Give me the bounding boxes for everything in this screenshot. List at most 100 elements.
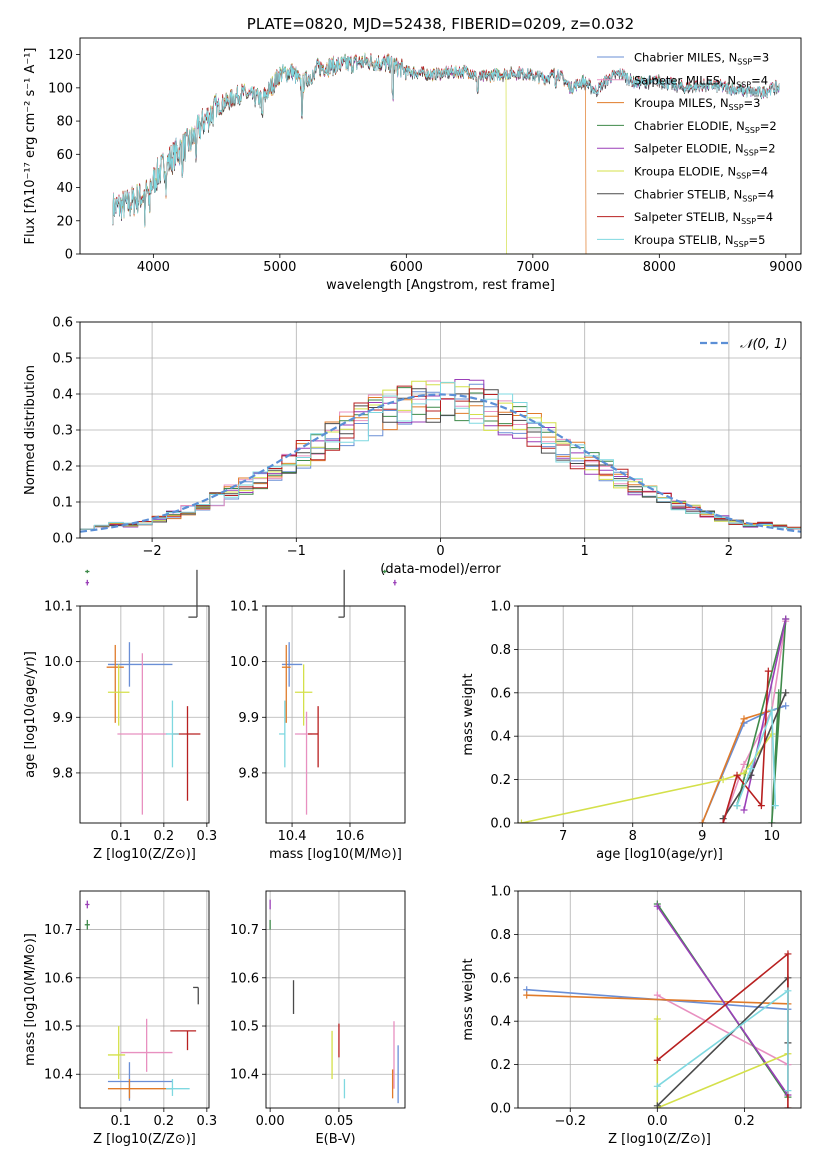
error-bar-point [188, 569, 198, 618]
legend-entry: Chabrier MILES, NSSP=3 [634, 51, 769, 67]
y-tick-label: 0.8 [490, 928, 511, 943]
weight-vs-z-frame [517, 890, 802, 1109]
x-tick-label: 0.2 [734, 1114, 755, 1129]
weight-marker [784, 950, 792, 958]
gaussian-curve [80, 393, 801, 533]
y-tick-label: 120 [48, 48, 73, 63]
weight-marker [784, 1087, 792, 1095]
error-bar-point [294, 664, 313, 726]
x-tick-label: 1 [581, 544, 589, 559]
error-bar-point [107, 1062, 173, 1101]
x-tick-label: −0.2 [554, 1114, 586, 1129]
weight-line [526, 994, 788, 1005]
error-bar-point [281, 642, 303, 687]
weight-line [722, 621, 787, 823]
weight-vs-age-plot-area [518, 615, 790, 823]
age-vs-mass-axes: 10.4 10.6 9.8 9.9 10.0 10.1 mass [log10(M/M⊙)] [230, 569, 406, 862]
y-tick-label: 0.2 [490, 773, 511, 788]
x-tick-label: 10.4 [278, 829, 307, 844]
legend-entry: Kroupa MILES, NSSP=3 [634, 96, 760, 112]
weight-line [656, 975, 789, 1107]
y-tick-label: 9.8 [238, 766, 259, 781]
y-tick-label: 10.6 [44, 971, 73, 986]
mass-vs-ebv-points [269, 899, 399, 1104]
legend-entry: Salpeter ELODIE, NSSP=2 [634, 142, 776, 158]
weight-marker [782, 702, 790, 710]
x-tick-label: 0.3 [197, 829, 218, 844]
y-tick-label: 10.6 [230, 971, 259, 986]
residuals-panel: −2 −1 0 1 2 0.0 0.1 0.2 0.3 0.4 0.5 0.6 (data-model)… [23, 316, 802, 577]
age-vs-mass-panel: 10.4 10.6 9.8 9.9 10.0 10.1 mass [log10(M/M⊙)] [230, 569, 406, 862]
residuals-plot-area [80, 379, 801, 533]
x-tick-label: 5000 [263, 260, 296, 275]
weight-marker [733, 771, 741, 779]
weight-vs-z-plot-area [523, 900, 792, 1108]
x-axis-label: Z [log10(Z/Z⊙)] [608, 1132, 711, 1147]
y-tick-label: 10.4 [230, 1068, 259, 1083]
weight-vs-z-panel: −0.2 0.0 0.2 0.0 0.2 0.4 0.6 0.8 1.0 Z [log10(Z/Z… [461, 885, 802, 1147]
y-tick-label: 40 [56, 181, 73, 196]
x-tick-label: 9000 [769, 260, 802, 275]
y-tick-label: 60 [56, 148, 73, 163]
y-tick-label: 0.3 [52, 424, 73, 439]
y-tick-label: 1.0 [490, 600, 511, 615]
mass-vs-z-grid [80, 891, 209, 1108]
weight-marker [653, 1015, 661, 1023]
y-tick-label: 10.7 [44, 923, 73, 938]
y-tick-label: 100 [48, 81, 73, 96]
legend-entry: Salpeter STELIB, NSSP=4 [634, 210, 773, 226]
y-tick-label: 10.4 [44, 1068, 73, 1083]
age-vs-z-panel: 0.1 0.2 0.3 9.8 9.9 10.0 10.1 Z [log10(Z/Z⊙)] ag… [23, 569, 218, 862]
chart-title: PLATE=0820, MJD=52438, FIBERID=0209, z=0… [247, 15, 634, 33]
weight-marker [784, 987, 792, 995]
mass-vs-ebv-grid [266, 891, 405, 1108]
x-tick-label: 0.2 [154, 1114, 175, 1129]
y-tick-label: 9.8 [52, 766, 73, 781]
error-bar-point [382, 569, 387, 574]
weight-marker [653, 1056, 661, 1064]
y-tick-label: 9.9 [52, 711, 73, 726]
age-vs-mass-frame [265, 605, 406, 824]
weight-marker [653, 1102, 661, 1108]
y-tick-label: 0.4 [52, 388, 73, 403]
weight-series [653, 987, 792, 1095]
y-tick-label: 0.0 [52, 532, 73, 547]
y-tick-label: 0.6 [490, 686, 511, 701]
x-tick-label: 0 [436, 544, 444, 559]
spectrum-plot-area [112, 52, 780, 254]
error-bar-point [107, 664, 130, 726]
weight-marker [784, 1104, 792, 1108]
residuals-frame [79, 321, 802, 539]
y-tick-label: 9.9 [238, 711, 259, 726]
y-tick-label: 0.4 [490, 1015, 511, 1030]
weight-marker [653, 1082, 661, 1090]
x-axis-label: (data-model)/error [380, 562, 501, 577]
weight-marker [775, 689, 783, 697]
y-tick-label: 0.6 [52, 316, 73, 331]
y-tick-label: 0.6 [490, 971, 511, 986]
legend: 𝒩(0, 1) [700, 337, 787, 352]
error-bar-point [85, 900, 90, 909]
weight-marker [782, 615, 790, 623]
error-bar-point [393, 579, 397, 586]
weight-marker [757, 802, 765, 810]
y-tick-label: 10.5 [230, 1020, 259, 1035]
error-bar-point [84, 919, 90, 930]
weight-marker [782, 689, 790, 697]
age-vs-z-axes: 0.1 0.2 0.3 9.8 9.9 10.0 10.1 Z [log10(Z/Z⊙)] ag… [23, 569, 218, 862]
weight-marker [768, 706, 776, 714]
spectrum-line [112, 53, 780, 228]
mass-vs-z-frame [79, 890, 210, 1109]
histogram-step [80, 385, 801, 530]
x-tick-label: 4000 [137, 260, 170, 275]
spectrum-panel: 4000 5000 6000 7000 8000 9000 0 20 40 60 80 100 120 w… [23, 15, 802, 293]
x-tick-label: 9 [698, 829, 706, 844]
mass-vs-ebv-axes: 0.00 0.05 10.4 10.5 10.6 10.7 E(B-V) [230, 890, 406, 1147]
age-vs-mass-grid [266, 605, 405, 823]
x-tick-label: 8 [629, 829, 637, 844]
spectrum-axes: 4000 5000 6000 7000 8000 9000 0 20 40 60 80 100 120 w… [23, 15, 802, 293]
error-bar-point [107, 1079, 173, 1099]
error-bar-point [107, 642, 173, 687]
y-axis-label: mass weight [461, 673, 476, 755]
